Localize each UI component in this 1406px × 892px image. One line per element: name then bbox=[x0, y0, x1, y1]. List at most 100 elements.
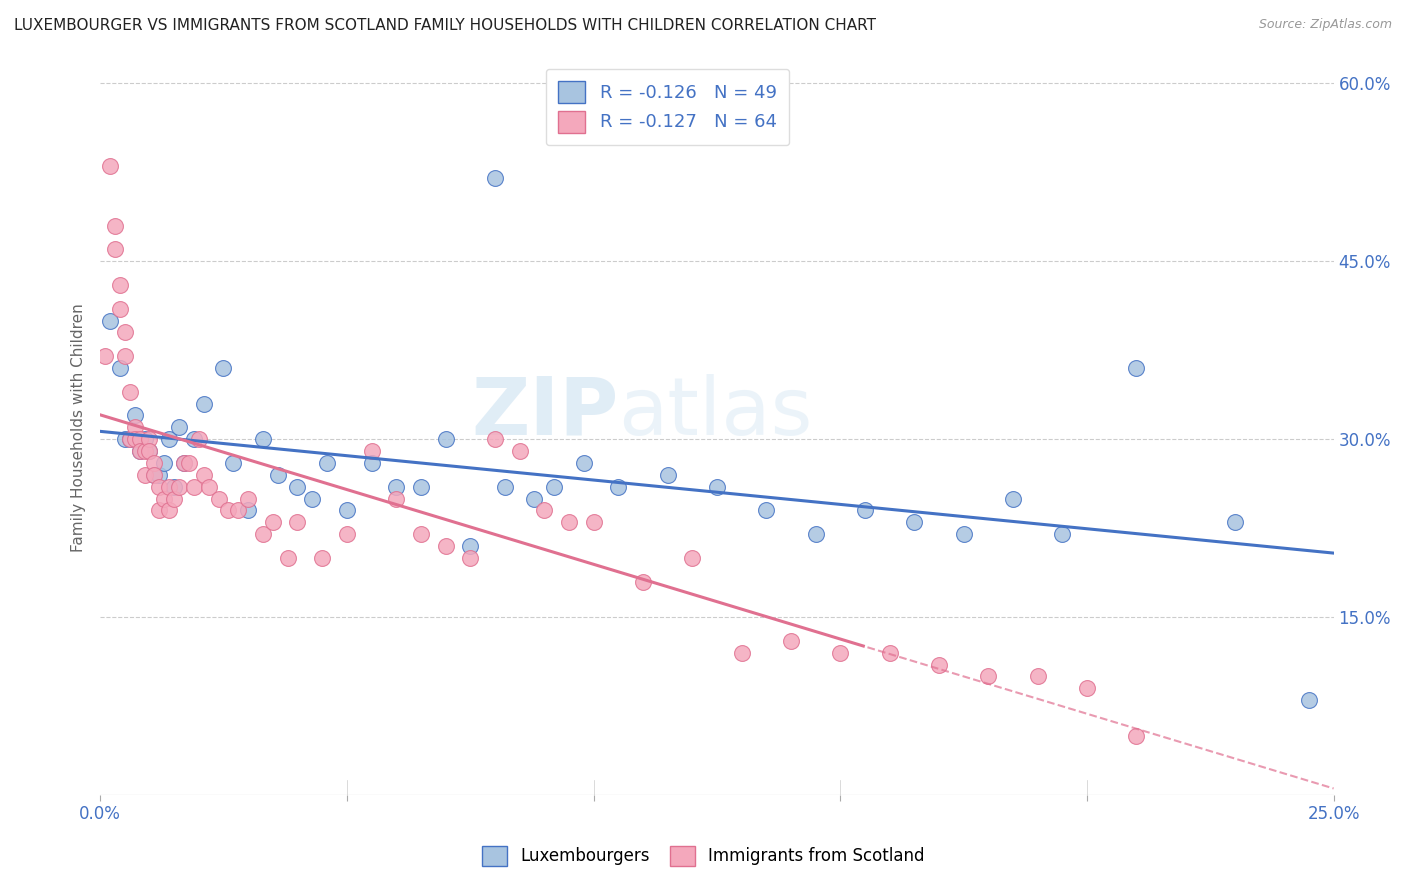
Point bbox=[114, 349, 136, 363]
Point bbox=[509, 444, 531, 458]
Point bbox=[138, 444, 160, 458]
Point bbox=[118, 432, 141, 446]
Point bbox=[1125, 361, 1147, 376]
Point bbox=[187, 432, 209, 446]
Point bbox=[124, 409, 146, 423]
Point bbox=[128, 444, 150, 458]
Point bbox=[267, 467, 290, 482]
Point bbox=[804, 527, 827, 541]
Point bbox=[311, 550, 333, 565]
Point bbox=[157, 480, 180, 494]
Point bbox=[1125, 729, 1147, 743]
Point bbox=[153, 491, 176, 506]
Point bbox=[1076, 681, 1098, 696]
Point bbox=[484, 432, 506, 446]
Point bbox=[385, 480, 408, 494]
Y-axis label: Family Households with Children: Family Households with Children bbox=[72, 303, 86, 552]
Point bbox=[1026, 669, 1049, 683]
Point bbox=[780, 633, 803, 648]
Point bbox=[287, 480, 309, 494]
Point bbox=[108, 361, 131, 376]
Text: atlas: atlas bbox=[619, 374, 813, 451]
Point bbox=[197, 480, 219, 494]
Point bbox=[153, 456, 176, 470]
Point bbox=[98, 313, 121, 327]
Point bbox=[173, 456, 195, 470]
Point bbox=[385, 491, 408, 506]
Point bbox=[212, 361, 235, 376]
Point bbox=[124, 420, 146, 434]
Point bbox=[148, 480, 170, 494]
Point bbox=[830, 646, 852, 660]
Point bbox=[730, 646, 752, 660]
Point bbox=[262, 515, 284, 529]
Point bbox=[134, 432, 156, 446]
Point bbox=[128, 444, 150, 458]
Point bbox=[167, 480, 190, 494]
Point bbox=[277, 550, 299, 565]
Point bbox=[903, 515, 925, 529]
Point bbox=[582, 515, 605, 529]
Point bbox=[183, 480, 205, 494]
Point bbox=[252, 432, 274, 446]
Point bbox=[157, 432, 180, 446]
Point bbox=[114, 326, 136, 340]
Point bbox=[114, 432, 136, 446]
Point bbox=[193, 467, 215, 482]
Point bbox=[173, 456, 195, 470]
Point bbox=[134, 467, 156, 482]
Point bbox=[360, 456, 382, 470]
Point bbox=[706, 480, 728, 494]
Point bbox=[434, 539, 457, 553]
Point bbox=[226, 503, 249, 517]
Point bbox=[143, 467, 166, 482]
Point bbox=[681, 550, 703, 565]
Point bbox=[252, 527, 274, 541]
Point bbox=[217, 503, 239, 517]
Point bbox=[222, 456, 245, 470]
Point bbox=[108, 301, 131, 316]
Point bbox=[543, 480, 565, 494]
Point bbox=[484, 171, 506, 186]
Point bbox=[104, 243, 127, 257]
Point bbox=[409, 480, 432, 494]
Point bbox=[167, 420, 190, 434]
Point bbox=[124, 432, 146, 446]
Point bbox=[879, 646, 901, 660]
Point bbox=[134, 444, 156, 458]
Point bbox=[558, 515, 581, 529]
Text: LUXEMBOURGER VS IMMIGRANTS FROM SCOTLAND FAMILY HOUSEHOLDS WITH CHILDREN CORRELA: LUXEMBOURGER VS IMMIGRANTS FROM SCOTLAND… bbox=[14, 18, 876, 33]
Point bbox=[143, 467, 166, 482]
Point bbox=[118, 384, 141, 399]
Point bbox=[657, 467, 679, 482]
Point bbox=[301, 491, 323, 506]
Legend: R = -0.126   N = 49, R = -0.127   N = 64: R = -0.126 N = 49, R = -0.127 N = 64 bbox=[546, 69, 789, 145]
Point bbox=[928, 657, 950, 672]
Point bbox=[138, 432, 160, 446]
Point bbox=[631, 574, 654, 589]
Point bbox=[177, 456, 200, 470]
Point bbox=[163, 480, 186, 494]
Point bbox=[287, 515, 309, 529]
Point bbox=[236, 503, 259, 517]
Point bbox=[104, 219, 127, 233]
Point bbox=[316, 456, 339, 470]
Point bbox=[236, 491, 259, 506]
Point bbox=[336, 527, 359, 541]
Point bbox=[755, 503, 778, 517]
Point bbox=[1223, 515, 1246, 529]
Point bbox=[533, 503, 555, 517]
Point bbox=[148, 503, 170, 517]
Point bbox=[157, 503, 180, 517]
Point bbox=[494, 480, 516, 494]
Point bbox=[148, 467, 170, 482]
Point bbox=[98, 160, 121, 174]
Point bbox=[434, 432, 457, 446]
Point bbox=[458, 550, 481, 565]
Point bbox=[193, 396, 215, 410]
Point bbox=[572, 456, 595, 470]
Text: Source: ZipAtlas.com: Source: ZipAtlas.com bbox=[1258, 18, 1392, 31]
Point bbox=[118, 432, 141, 446]
Point bbox=[183, 432, 205, 446]
Point bbox=[1052, 527, 1074, 541]
